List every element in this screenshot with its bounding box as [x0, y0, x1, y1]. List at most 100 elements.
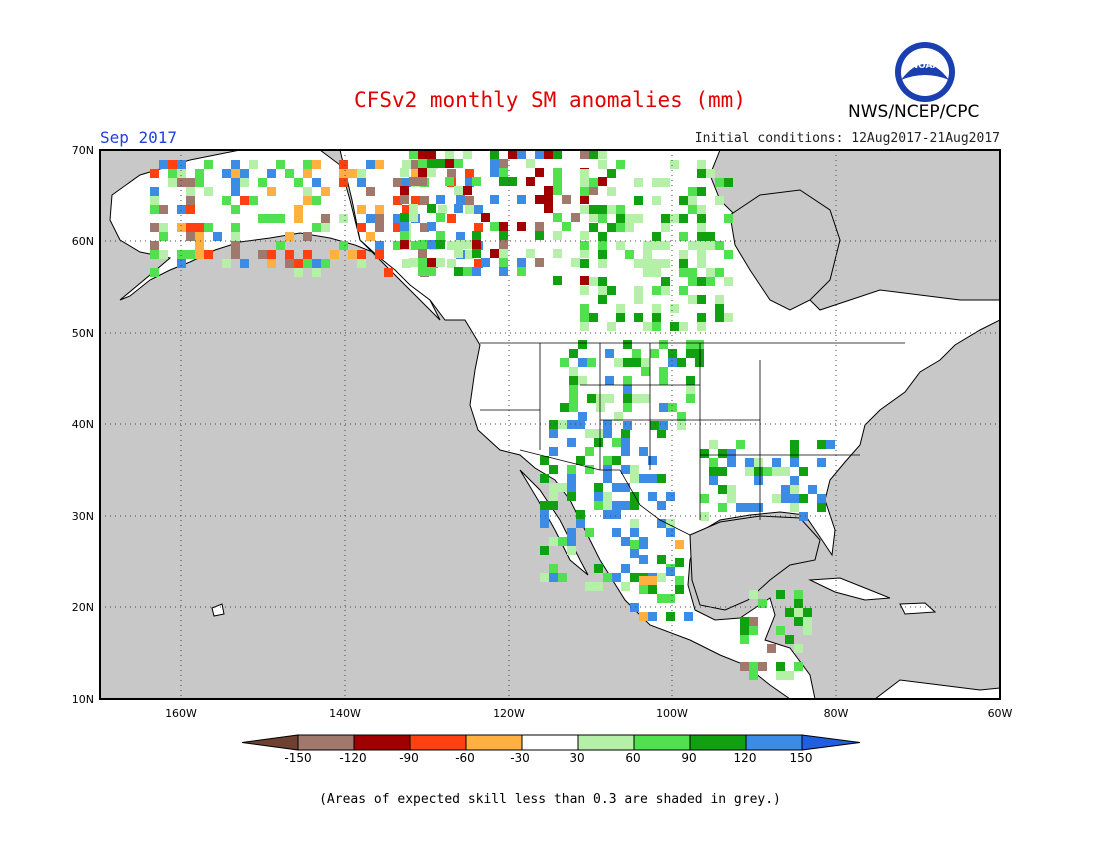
- anomaly-cell: [267, 250, 276, 259]
- anomaly-cell: [612, 528, 621, 537]
- anomaly-cell: [688, 241, 697, 250]
- anomaly-cell: [231, 223, 240, 232]
- anomaly-cell: [688, 277, 697, 286]
- anomaly-cell: [321, 223, 330, 232]
- anomaly-cell: [420, 196, 429, 205]
- anomaly-cell: [150, 169, 159, 178]
- anomaly-cell: [580, 187, 589, 196]
- anomaly-cell: [456, 232, 465, 241]
- anomaly-cell: [562, 195, 571, 204]
- anomaly-cells: [150, 150, 835, 680]
- anomaly-cell: [643, 259, 652, 268]
- anomaly-cell: [580, 276, 589, 285]
- anomaly-cell: [668, 403, 677, 412]
- lat-label: 40N: [72, 418, 94, 431]
- anomaly-cell: [785, 608, 794, 617]
- lon-label: 60W: [988, 707, 1013, 720]
- anomaly-cell: [612, 510, 621, 519]
- anomaly-cell: [603, 429, 612, 438]
- anomaly-cell: [569, 385, 578, 394]
- anomaly-cell: [634, 313, 643, 322]
- anomaly-cell: [402, 259, 411, 268]
- anomaly-cell: [632, 349, 641, 358]
- anomaly-cell: [312, 268, 321, 277]
- anomaly-cell: [670, 214, 679, 223]
- anomaly-cell: [567, 438, 576, 447]
- anomaly-cell: [567, 465, 576, 474]
- anomaly-cell: [569, 394, 578, 403]
- anomaly-cell: [339, 241, 348, 250]
- anomaly-cell: [580, 286, 589, 295]
- anomaly-cell: [474, 223, 483, 232]
- anomaly-cell: [454, 204, 463, 213]
- anomaly-cell: [569, 376, 578, 385]
- anomaly-cell: [454, 240, 463, 249]
- anomaly-cell: [567, 492, 576, 501]
- anomaly-cell: [321, 259, 330, 268]
- anomaly-cell: [472, 249, 481, 258]
- anomaly-cell: [603, 474, 612, 483]
- anomaly-cell: [630, 549, 639, 558]
- anomaly-cell: [177, 250, 186, 259]
- anomaly-cell: [465, 178, 474, 187]
- anomaly-cell: [357, 259, 366, 268]
- anomaly-cell: [679, 259, 688, 268]
- anomaly-cell: [596, 394, 605, 403]
- anomaly-cell: [393, 178, 402, 187]
- anomaly-cell: [745, 467, 754, 476]
- anomaly-cell: [159, 223, 168, 232]
- anomaly-cell: [585, 528, 594, 537]
- anomaly-cell: [639, 474, 648, 483]
- anomaly-cell: [758, 599, 767, 608]
- anomaly-cell: [571, 258, 580, 267]
- anomaly-cell: [589, 277, 598, 286]
- anomaly-cell: [427, 240, 436, 249]
- anomaly-cell: [715, 196, 724, 205]
- anomaly-cell: [576, 456, 585, 465]
- anomaly-cell: [594, 438, 603, 447]
- anomaly-cell: [544, 195, 553, 204]
- anomaly-cell: [794, 599, 803, 608]
- anomaly-cell: [718, 449, 727, 458]
- anomaly-cell: [472, 177, 481, 186]
- anomaly-cell: [456, 196, 465, 205]
- anomaly-cell: [312, 223, 321, 232]
- anomaly-cell: [715, 268, 724, 277]
- anomaly-cell: [549, 501, 558, 510]
- anomaly-cell: [749, 626, 758, 635]
- anomaly-cell: [411, 241, 420, 250]
- anomaly-cell: [540, 474, 549, 483]
- anomaly-cell: [303, 187, 312, 196]
- anomaly-cell: [526, 177, 535, 186]
- anomaly-cell: [303, 196, 312, 205]
- anomaly-cell: [517, 267, 526, 276]
- anomaly-cell: [231, 205, 240, 214]
- anomaly-cell: [616, 313, 625, 322]
- anomaly-cell: [670, 160, 679, 169]
- anomaly-cell: [634, 295, 643, 304]
- anomaly-cell: [195, 232, 204, 241]
- anomaly-cell: [150, 196, 159, 205]
- anomaly-cell: [463, 267, 472, 276]
- anomaly-cell: [276, 160, 285, 169]
- anomaly-cell: [648, 612, 657, 621]
- anomaly-cell: [652, 232, 661, 241]
- anomaly-cell: [799, 467, 808, 476]
- anomaly-cell: [621, 438, 630, 447]
- anomaly-cell: [195, 178, 204, 187]
- anomaly-cell: [666, 567, 675, 576]
- lat-labels: 70N 60N 50N 40N 30N 20N 10N: [72, 144, 94, 706]
- anomaly-cell: [686, 349, 695, 358]
- anomaly-cell: [150, 250, 159, 259]
- anomaly-cell: [585, 465, 594, 474]
- anomaly-cell: [409, 150, 418, 159]
- logo-text: NOAA: [911, 61, 940, 71]
- anomaly-cell: [688, 187, 697, 196]
- anomaly-cell: [339, 160, 348, 169]
- anomaly-cell: [790, 458, 799, 467]
- anomaly-cell: [549, 420, 558, 429]
- anomaly-cell: [411, 196, 420, 205]
- anomaly-cell: [808, 485, 817, 494]
- anomaly-cell: [754, 467, 763, 476]
- anomaly-cell: [544, 204, 553, 213]
